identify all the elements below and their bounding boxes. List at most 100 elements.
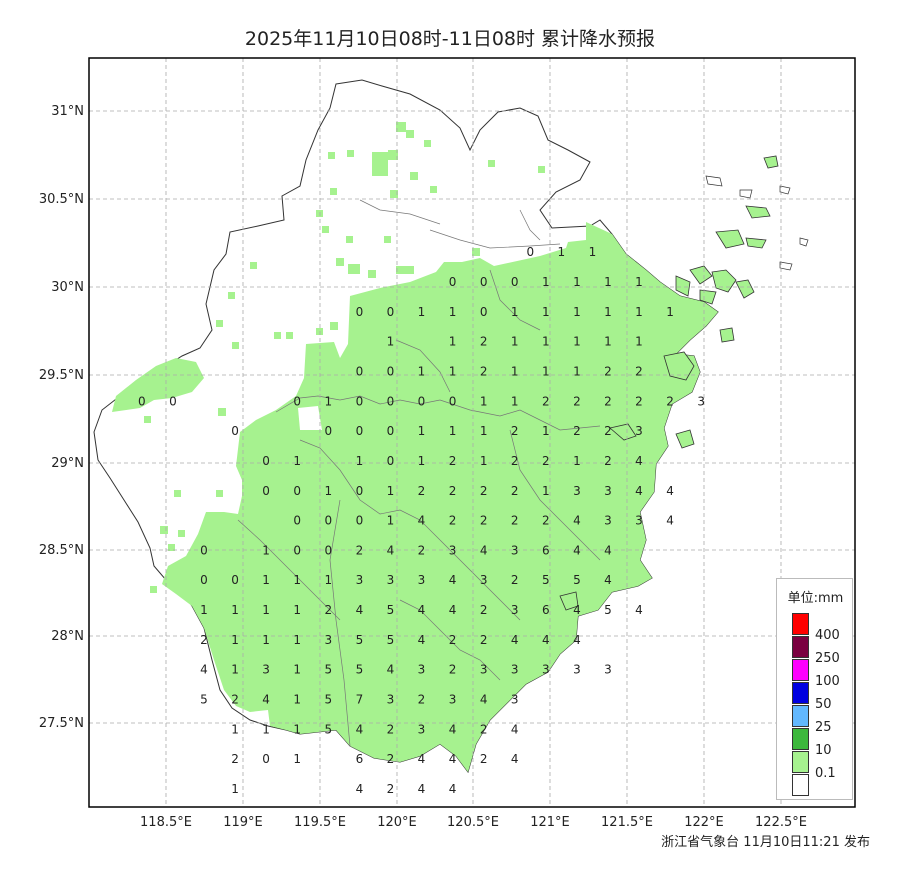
precip-value: 1 xyxy=(231,663,239,677)
precip-value: 4 xyxy=(449,573,457,587)
precip-value: 4 xyxy=(449,603,457,617)
precip-value: 1 xyxy=(262,722,270,736)
precip-value: 0 xyxy=(356,424,364,438)
precip-value: 2 xyxy=(635,394,643,408)
islands-north xyxy=(705,175,809,271)
precip-value: 4 xyxy=(604,543,612,557)
precip-value: 0 xyxy=(356,484,364,498)
precip-value: 3 xyxy=(604,484,612,498)
lon-label: 120°E xyxy=(377,815,417,830)
precip-value-grid: 0 1 1 0 0 0 1 1 1 1 0 0 1 1 0 1 1 1 1 1 1 1 1 2 1 1 1 1 1 0 0 1 1 2 1 1 1 2 2 0… xyxy=(138,245,705,796)
precip-value: 0 xyxy=(356,514,364,528)
precip-value: 2 xyxy=(480,603,488,617)
legend-label: 400 xyxy=(815,628,840,643)
precip-value: 4 xyxy=(387,663,395,677)
precip-value: 0 xyxy=(293,543,301,557)
precip-value: 1 xyxy=(542,305,550,319)
precip-value: 0 xyxy=(356,394,364,408)
precip-value: 0 xyxy=(480,275,488,289)
precip-value: 2 xyxy=(666,394,674,408)
precip-value: 0 xyxy=(169,394,177,408)
lon-label: 122°E xyxy=(684,815,724,830)
precip-value: 5 xyxy=(387,633,395,647)
precip-value: 1 xyxy=(480,394,488,408)
precip-value: 4 xyxy=(573,514,581,528)
precip-value: 1 xyxy=(262,603,270,617)
lon-label: 119.5°E xyxy=(294,815,346,830)
coastal-islands xyxy=(559,155,779,611)
no-rain-patch xyxy=(298,406,322,430)
precip-value: 0 xyxy=(449,275,457,289)
precip-value: 0 xyxy=(200,573,208,587)
precip-value: 2 xyxy=(542,394,550,408)
precip-value: 4 xyxy=(573,603,581,617)
precip-value: 0 xyxy=(356,305,364,319)
precip-value: 4 xyxy=(666,484,674,498)
precip-value: 4 xyxy=(356,603,364,617)
precip-value: 2 xyxy=(418,543,426,557)
precip-value: 1 xyxy=(293,663,301,677)
legend-swatch-none xyxy=(792,774,809,796)
precip-value: 2 xyxy=(231,752,239,766)
precip-value: 2 xyxy=(418,693,426,707)
legend-label: 10 xyxy=(815,743,832,758)
precip-value: 4 xyxy=(480,543,488,557)
precip-value: 1 xyxy=(200,603,208,617)
precip-value: 0 xyxy=(231,573,239,587)
precip-value: 1 xyxy=(293,573,301,587)
precip-value: 2 xyxy=(231,693,239,707)
precip-value: 4 xyxy=(418,752,426,766)
legend-label: 250 xyxy=(815,651,840,666)
precip-value: 1 xyxy=(666,305,674,319)
precip-value: 2 xyxy=(604,365,612,379)
precip-value: 1 xyxy=(356,454,364,468)
precip-value: 0 xyxy=(480,305,488,319)
precip-value: 1 xyxy=(418,305,426,319)
precip-value: 4 xyxy=(356,722,364,736)
issuer-footer: 浙江省气象台 11月10日11:21 发布 xyxy=(661,835,870,850)
precip-value: 3 xyxy=(635,424,643,438)
precip-value: 1 xyxy=(511,365,519,379)
precip-value: 4 xyxy=(511,752,519,766)
precip-value: 1 xyxy=(262,573,270,587)
precip-value: 2 xyxy=(480,722,488,736)
precip-value: 3 xyxy=(480,573,488,587)
precip-value: 2 xyxy=(511,484,519,498)
precip-value: 5 xyxy=(356,633,364,647)
precip-value: 1 xyxy=(449,305,457,319)
precip-value: 4 xyxy=(635,484,643,498)
precip-value: 4 xyxy=(635,603,643,617)
precip-value: 2 xyxy=(480,365,488,379)
precip-value: 1 xyxy=(573,275,581,289)
precip-value: 1 xyxy=(635,275,643,289)
legend-swatch-25 xyxy=(792,705,809,727)
precip-value: 1 xyxy=(231,782,239,796)
precip-value: 2 xyxy=(200,633,208,647)
latitude-labels: 31°N 30.5°N 30°N 29.5°N 29°N 28.5°N 28°N… xyxy=(39,104,84,731)
precip-value: 1 xyxy=(293,454,301,468)
precip-value: 2 xyxy=(418,484,426,498)
precip-value: 2 xyxy=(511,573,519,587)
rain-area-west xyxy=(112,358,204,412)
precip-value: 0 xyxy=(387,365,395,379)
precip-value: 1 xyxy=(573,305,581,319)
precip-value: 4 xyxy=(356,782,364,796)
precip-value: 4 xyxy=(604,573,612,587)
precip-value: 0 xyxy=(324,424,332,438)
precip-value: 2 xyxy=(324,603,332,617)
precip-value: 2 xyxy=(542,514,550,528)
precip-value: 4 xyxy=(449,752,457,766)
precip-value: 3 xyxy=(697,394,705,408)
precip-value: 3 xyxy=(449,693,457,707)
precip-value: 2 xyxy=(480,633,488,647)
precip-value: 4 xyxy=(262,693,270,707)
precip-value: 2 xyxy=(480,752,488,766)
precip-value: 2 xyxy=(449,663,457,677)
precip-value: 1 xyxy=(387,335,395,349)
precip-value: 3 xyxy=(511,603,519,617)
precip-value: 2 xyxy=(604,454,612,468)
legend-label: 100 xyxy=(815,674,840,689)
lat-label: 27.5°N xyxy=(39,716,84,731)
precip-value: 6 xyxy=(356,752,364,766)
